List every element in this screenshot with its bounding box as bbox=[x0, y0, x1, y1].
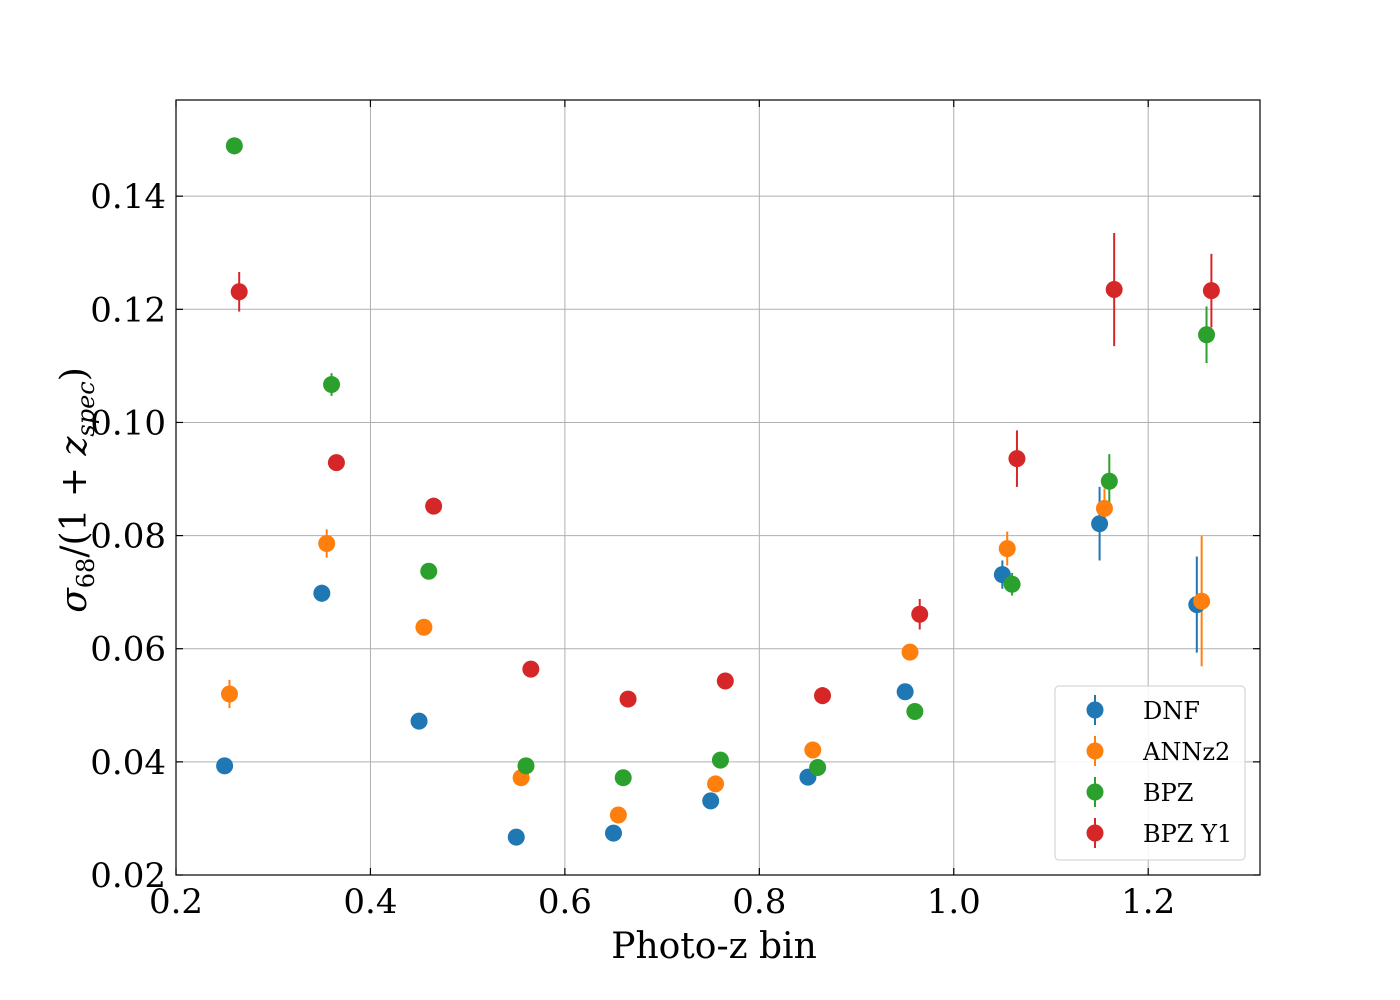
x-tick-label: 1.2 bbox=[1121, 882, 1175, 922]
annz2-point bbox=[901, 643, 919, 661]
annz2-point bbox=[318, 535, 336, 553]
legend-label-annz2: ANNz2 bbox=[1142, 738, 1230, 766]
bpz-point bbox=[1198, 326, 1216, 344]
y-tick-label: 0.06 bbox=[90, 630, 166, 670]
legend-box bbox=[1054, 685, 1246, 861]
bpz-y1-point bbox=[716, 672, 734, 690]
legend-marker-bpz bbox=[1086, 783, 1104, 801]
annz2-point bbox=[609, 806, 627, 824]
x-tick-label: 0.4 bbox=[343, 882, 397, 922]
y-axis-label: σ68/(1 + zspec) bbox=[54, 367, 100, 613]
dnf-point bbox=[507, 828, 525, 846]
dnf-point bbox=[702, 792, 720, 810]
bpz-y1-point bbox=[619, 690, 637, 708]
bpz-point bbox=[517, 757, 535, 775]
annz2-point bbox=[1095, 499, 1113, 517]
annz2-point bbox=[415, 618, 433, 636]
legend-label-bpz: BPZ bbox=[1143, 779, 1193, 807]
bpz-y1-point bbox=[327, 454, 345, 472]
x-tick-label: 0.2 bbox=[149, 882, 203, 922]
bpz-point bbox=[614, 769, 632, 787]
grid bbox=[175, 100, 1260, 876]
dnf-point bbox=[1091, 515, 1109, 533]
dnf-point bbox=[896, 683, 914, 701]
annz2-point bbox=[1193, 592, 1211, 610]
bpz-y1-point bbox=[230, 283, 248, 301]
x-tick-label: 1.0 bbox=[927, 882, 981, 922]
dnf-point bbox=[410, 712, 428, 730]
x-axis-label: Photo-z bin bbox=[611, 926, 817, 967]
bpz-y1-point bbox=[1202, 282, 1220, 300]
bpz-y1-point bbox=[425, 497, 443, 515]
data-points bbox=[216, 137, 1220, 846]
y-tick-label: 0.04 bbox=[90, 743, 166, 783]
bpz-point bbox=[420, 562, 438, 580]
bpz-y1-point bbox=[522, 660, 540, 678]
bpz-point bbox=[1100, 472, 1118, 490]
tick-labels: 0.2 0.4 0.6 0.8 1.0 1.2 0.02 0.04 0.06 0.08 0.10 0.… bbox=[90, 177, 1175, 922]
y-tick-label: 0.12 bbox=[90, 290, 166, 330]
bpz-point bbox=[225, 137, 243, 155]
annz2-point bbox=[804, 741, 822, 759]
bpz-y1-point bbox=[1105, 281, 1123, 299]
legend-marker-annz2 bbox=[1086, 742, 1104, 760]
legend-label-bpz-y1: BPZ Y1 bbox=[1143, 820, 1232, 848]
bpz-y1-point bbox=[911, 605, 929, 623]
bpz-y1-point bbox=[814, 687, 832, 705]
dnf-point bbox=[604, 824, 622, 842]
x-tick-label: 0.8 bbox=[732, 882, 786, 922]
y-tick-label: 0.10 bbox=[90, 403, 166, 443]
bpz-point bbox=[1003, 575, 1021, 593]
legend-marker-dnf bbox=[1086, 701, 1104, 719]
annz2-point bbox=[707, 775, 725, 793]
bpz-point bbox=[809, 759, 827, 777]
legend-marker-bpz-y1 bbox=[1086, 824, 1104, 842]
ticks bbox=[175, 100, 1260, 876]
dnf-point bbox=[216, 757, 234, 775]
annz2-point bbox=[998, 540, 1016, 558]
dnf-point bbox=[313, 584, 331, 602]
bpz-y1-point bbox=[1008, 450, 1026, 468]
y-tick-label: 0.08 bbox=[90, 517, 166, 557]
bpz-point bbox=[906, 703, 924, 721]
y-tick-label: 0.02 bbox=[90, 856, 166, 896]
plot-frame bbox=[175, 99, 1261, 876]
legend-label-dnf: DNF bbox=[1143, 697, 1200, 725]
x-tick-label: 0.6 bbox=[538, 882, 592, 922]
annz2-point bbox=[220, 685, 238, 703]
y-tick-label: 0.14 bbox=[90, 177, 166, 217]
legend: DNF ANNz2 BPZ BPZ Y1 bbox=[1054, 685, 1246, 861]
bpz-point bbox=[711, 751, 729, 769]
bpz-point bbox=[323, 376, 341, 394]
svg-text:σ68/(1 + zspec): σ68/(1 + zspec) bbox=[54, 367, 100, 613]
